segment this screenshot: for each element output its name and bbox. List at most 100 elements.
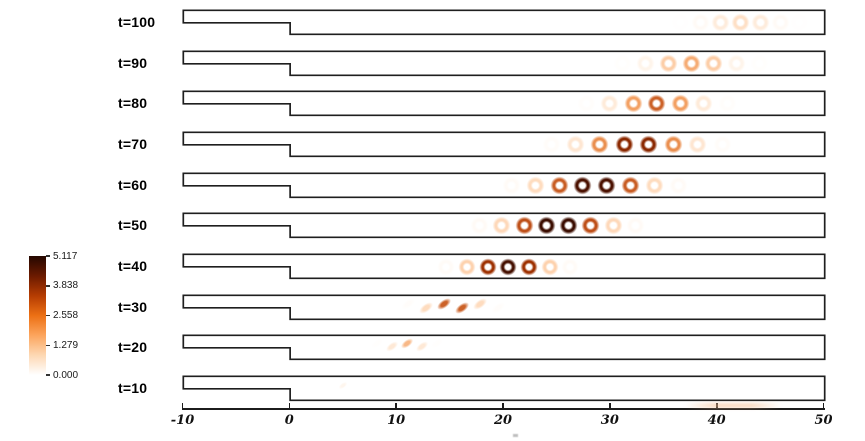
x-axis-tick-label: 50 [814, 413, 833, 428]
wave-packet-lobe [435, 255, 458, 278]
wave-packet-lobe [399, 336, 415, 350]
wave-packet-lobe [435, 296, 453, 313]
colorbar-gradient [29, 256, 46, 375]
wave-packet-lobe [637, 133, 661, 156]
wave-packet-lobe [768, 11, 792, 34]
wave-packet-lobe [710, 133, 734, 156]
x-axis-tick-label: 20 [493, 413, 513, 428]
wave-packet-lobe [414, 339, 430, 354]
colorbar-tick-label: 2.558 [53, 310, 79, 321]
x-axis-tick-label: 10 [387, 413, 406, 428]
x-axis-tick-label: 0 [284, 413, 294, 428]
colorbar-tick [46, 285, 50, 287]
domain-outline-t60 [181, 172, 826, 198]
wave-packet-lobe [601, 214, 625, 238]
time-label-t90: t=90 [118, 54, 148, 71]
wave-packet-lobe [534, 214, 558, 238]
domain-outline-t50 [181, 212, 826, 239]
x-axis-tick [288, 402, 291, 408]
wave-packet-lobe [547, 173, 571, 197]
wave-packet-lobe [686, 133, 710, 156]
wave-packet-lobe [656, 51, 680, 75]
wave-packet-lobe [748, 11, 772, 34]
wave-packet-lobe [642, 173, 666, 197]
wave-packet-lobe [595, 173, 619, 197]
time-label-t80: t=80 [118, 95, 148, 112]
wave-packet-lobe [668, 92, 692, 116]
wave-packet-lobe [598, 92, 622, 116]
wave-packet-lobe [621, 92, 645, 116]
wave-packet-lobe [476, 255, 499, 278]
time-label-t30: t=30 [118, 298, 148, 315]
wave-packet-lobe [725, 51, 749, 75]
domain-outline-t20 [181, 334, 826, 361]
wave-packet-lobe [692, 92, 716, 116]
wave-packet-lobe [467, 214, 491, 238]
wave-packet-lobe [728, 11, 752, 34]
colorbar-tick-label: 0.000 [53, 369, 79, 381]
colorbar-tick-label: 5.117 [53, 250, 78, 262]
clipped-axis-title-mark [513, 434, 518, 437]
wave-packet-t10 [183, 377, 824, 400]
wave-packet-lobe [538, 255, 561, 278]
wave-packet-lobe [666, 173, 690, 197]
wave-packet-t30 [183, 296, 824, 319]
wave-packet-lobe [588, 133, 612, 156]
wave-packet-lobe [612, 133, 636, 156]
wave-packet-lobe [579, 214, 603, 238]
time-label-t40: t=40 [118, 258, 148, 275]
x-axis-line [181, 408, 825, 410]
colorbar-tick [46, 344, 50, 346]
wave-packet-lobe [512, 214, 536, 238]
wave-packet-lobe [453, 300, 471, 316]
wave-packet-lobe [488, 300, 507, 316]
domain-outline-t100 [181, 9, 826, 36]
domain-outline-t10 [181, 375, 826, 402]
wave-packet-t100 [183, 11, 824, 34]
wave-packet-lobe [574, 92, 598, 116]
domain-outline-t30 [181, 294, 826, 320]
wave-packet-lobe [470, 296, 489, 313]
time-label-t50: t=50 [118, 217, 148, 234]
wave-packet-lobe [500, 173, 524, 197]
x-axis-tick [181, 402, 184, 408]
wave-packet-lobe [456, 255, 479, 278]
wave-packet-lobe [788, 11, 812, 34]
wave-packet-lobe [633, 51, 657, 75]
wave-packet-lobe [702, 51, 726, 75]
time-label-t100: t=100 [118, 14, 156, 30]
wave-packet-lobe [369, 336, 385, 350]
wave-packet-lobe [715, 92, 739, 116]
wave-packet-lobe [417, 300, 435, 316]
wave-packet-lobe [563, 133, 587, 156]
x-axis-tick-label: 40 [707, 413, 726, 428]
wave-packet-lobe [708, 11, 732, 34]
wave-packet-lobe [679, 51, 703, 75]
wave-packet-t20 [183, 336, 824, 359]
x-axis-tick-label: -10 [170, 413, 195, 428]
time-label-t60: t=60 [118, 176, 148, 193]
time-label-t20: t=20 [118, 339, 148, 356]
wave-packet-lobe [688, 11, 712, 34]
x-axis-tick [609, 402, 611, 408]
wave-packet-lobe [557, 214, 581, 238]
wave-packet-t80 [183, 92, 824, 116]
colorbar-tick [46, 314, 50, 317]
wave-packet-lobe [623, 214, 647, 238]
x-axis-tick [395, 402, 398, 408]
wave-packet-lobe [619, 173, 643, 197]
wave-packet-t70 [183, 133, 824, 156]
wave-packet-lobe [661, 133, 685, 156]
colorbar-tick-label: 1.279 [53, 339, 79, 351]
wave-packet-t40 [183, 255, 824, 278]
wave-packet-lobe [571, 173, 595, 197]
wave-packet-lobe [668, 11, 692, 34]
time-label-t70: t=70 [118, 136, 148, 152]
wave-packet-lobe [645, 92, 669, 116]
wave-packet-t90 [183, 51, 824, 75]
wave-packet-lobe [523, 173, 547, 197]
colorbar-tick [46, 374, 50, 376]
wave-packet-lobe [611, 51, 635, 75]
wave-packet-lobe [384, 339, 400, 354]
